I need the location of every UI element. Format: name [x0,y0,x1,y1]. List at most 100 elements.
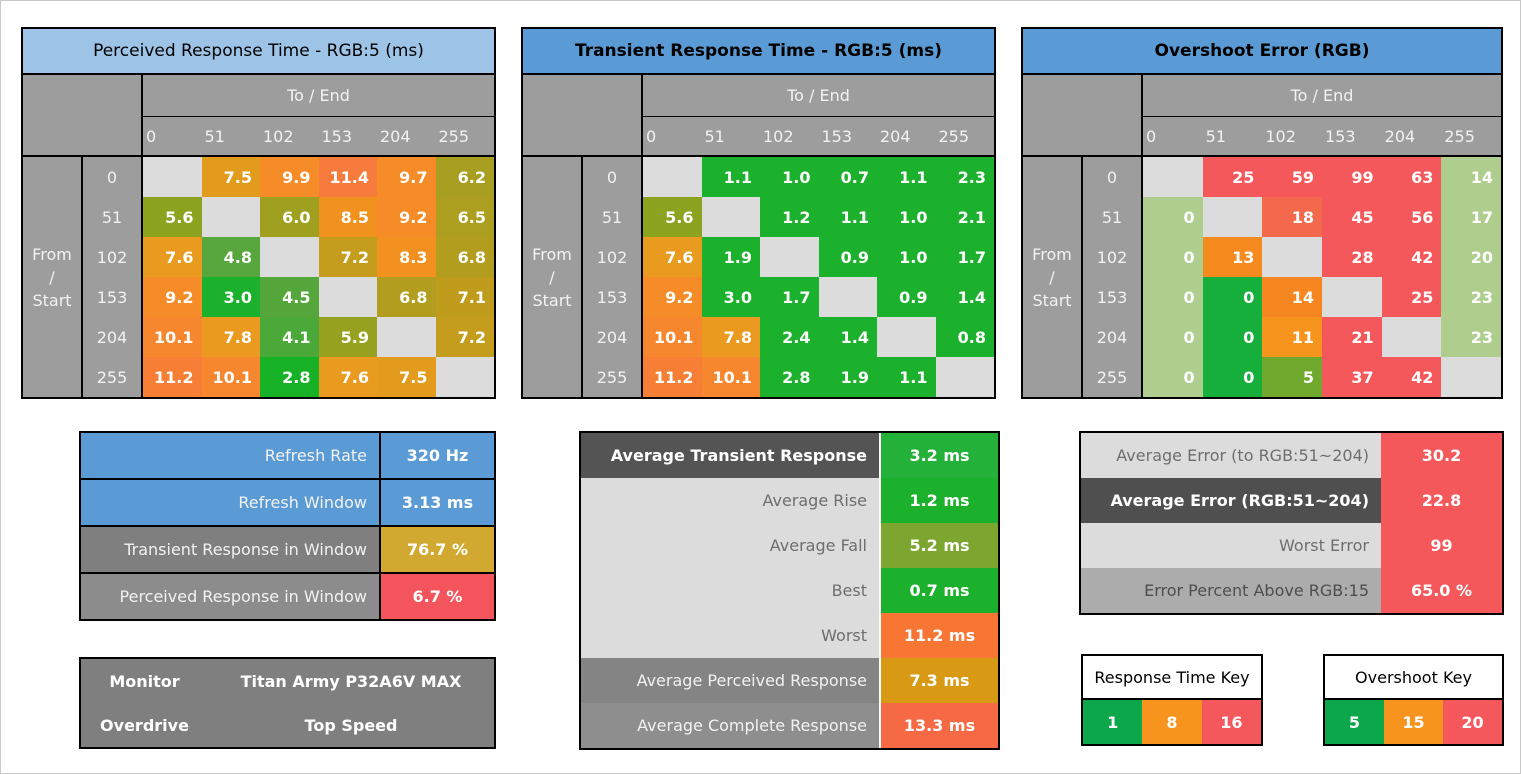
diagonal-cell [935,357,994,397]
heatmap-cell: 0 [1143,197,1203,237]
key-swatches: 5 15 20 [1325,700,1502,744]
summary-label: Transient Response in Window [81,527,381,572]
heatmap-cell: 7.5 [377,357,436,397]
summary-value: 65.0 % [1381,568,1502,613]
summary-value: 11.2 ms [879,613,998,658]
summary-value: Top Speed [208,703,494,747]
heatmap-cell: 0 [1143,277,1203,317]
heatmap-cell: 1.1 [701,157,760,197]
to-end-header: To / End [643,75,994,117]
summary-value: 99 [1381,523,1502,568]
heatmap-cell: 56 [1381,197,1442,237]
heatmap-cell: 1.4 [935,277,994,317]
heatmap-cell: 0 [1143,357,1203,397]
row-label: 255 [583,357,643,397]
heatmap-cell: 0 [1202,317,1263,357]
diagonal-cell [1322,277,1382,317]
heatmap-cell: 7.2 [435,317,494,357]
summary-label: Average Transient Response [581,433,879,478]
col-header: 255 [935,117,994,157]
heatmap-cell: 17 [1441,197,1501,237]
diagonal-cell [1441,357,1501,397]
summary-row: Average Error (to RGB:51~204) 30.2 [1081,433,1502,478]
from-start-header: From / Start [523,157,583,397]
heatmap-cell: 21 [1322,317,1382,357]
summary-label: Average Error (to RGB:51~204) [1081,433,1381,478]
heatmap-cell: 0 [1143,317,1203,357]
from-start-header: From / Start [1023,157,1083,397]
col-header: 0 [1143,117,1203,157]
key-swatch: 15 [1384,700,1443,744]
heatmap-cell: 10.1 [143,317,202,357]
heatmap-cell: 23 [1441,277,1501,317]
col-header: 153 [318,117,377,157]
summary-row: Monitor Titan Army P32A6V MAX [81,659,494,703]
summary-value: 7.3 ms [879,658,998,703]
row-label: 204 [583,317,643,357]
heatmap-cell: 13 [1202,237,1263,277]
heatmap-cell: 9.2 [143,277,202,317]
response-time-key: Response Time Key 1 8 16 [1081,654,1263,746]
heatmap-cell: 6.0 [260,197,319,237]
heatmap-cell: 20 [1441,237,1501,277]
diagonal-cell [201,197,260,237]
heatmap-cell: 14 [1262,277,1322,317]
heatmap-cell: 28 [1322,237,1382,277]
row-label: 0 [583,157,643,197]
col-header: 51 [201,117,260,157]
table-title: Perceived Response Time - RGB:5 (ms) [21,27,496,75]
from-start-line: Start [1032,290,1072,310]
row-label: 102 [583,237,643,277]
row-label: 153 [1083,277,1143,317]
heatmap-cell: 11.2 [143,357,202,397]
heatmap-cell: 7.1 [435,277,494,317]
transient-response-table: Transient Response Time - RGB:5 (ms) To … [521,27,996,399]
summary-row: Refresh Window 3.13 ms [81,478,494,525]
diagonal-cell [1262,237,1322,277]
heatmap-cell: 7.2 [318,237,377,277]
from-start-line: Start [32,290,72,310]
heatmap-cell: 1.7 [935,237,994,277]
row-label: 153 [83,277,143,317]
row-label: 204 [1083,317,1143,357]
heatmap-cell: 11.4 [318,157,377,197]
summary-value: 1.2 ms [879,478,998,523]
col-header: 102 [260,117,319,157]
summary-label: Perceived Response in Window [81,574,381,619]
key-title: Overshoot Key [1325,656,1502,700]
key-swatch: 20 [1443,700,1502,744]
heatmap-cell: 18 [1262,197,1322,237]
heatmap-cell: 1.7 [760,277,819,317]
response-averages-table: Average Transient Response 3.2 ms Average … [579,431,1000,750]
summary-value: 0.7 ms [879,568,998,613]
heatmap-cell: 9.2 [643,277,702,317]
heatmap-grid: To / End 0 51 102 153 204 255 From / Start 0 7.5 9.9… [21,75,496,399]
diagonal-cell [260,237,319,277]
row-label: 51 [83,197,143,237]
heatmap-cell: 63 [1381,157,1442,197]
from-start-line: / [49,267,55,287]
table-title: Transient Response Time - RGB:5 (ms) [521,27,996,75]
row-label: 0 [1083,157,1143,197]
key-swatch: 16 [1201,700,1261,744]
col-header: 204 [1381,117,1442,157]
diagonal-cell [818,277,877,317]
col-header: 51 [1202,117,1263,157]
heatmap-cell: 1.1 [818,197,877,237]
diagonal-cell [1202,197,1263,237]
heatmap-cell: 6.8 [435,237,494,277]
perceived-response-table: Perceived Response Time - RGB:5 (ms) To … [21,27,496,399]
heatmap-cell: 3.0 [201,277,260,317]
summary-label: Best [581,568,879,613]
col-header: 0 [643,117,702,157]
heatmap-cell: 8.3 [377,237,436,277]
row-label: 102 [83,237,143,277]
summary-label: Average Fall [581,523,879,568]
summary-value: Titan Army P32A6V MAX [208,659,494,703]
heatmap-cell: 10.1 [643,317,702,357]
summary-row: Transient Response in Window 76.7 % [81,525,494,572]
col-header: 255 [435,117,494,157]
key-swatch: 8 [1142,700,1202,744]
summary-row: Average Perceived Response 7.3 ms [581,658,998,703]
